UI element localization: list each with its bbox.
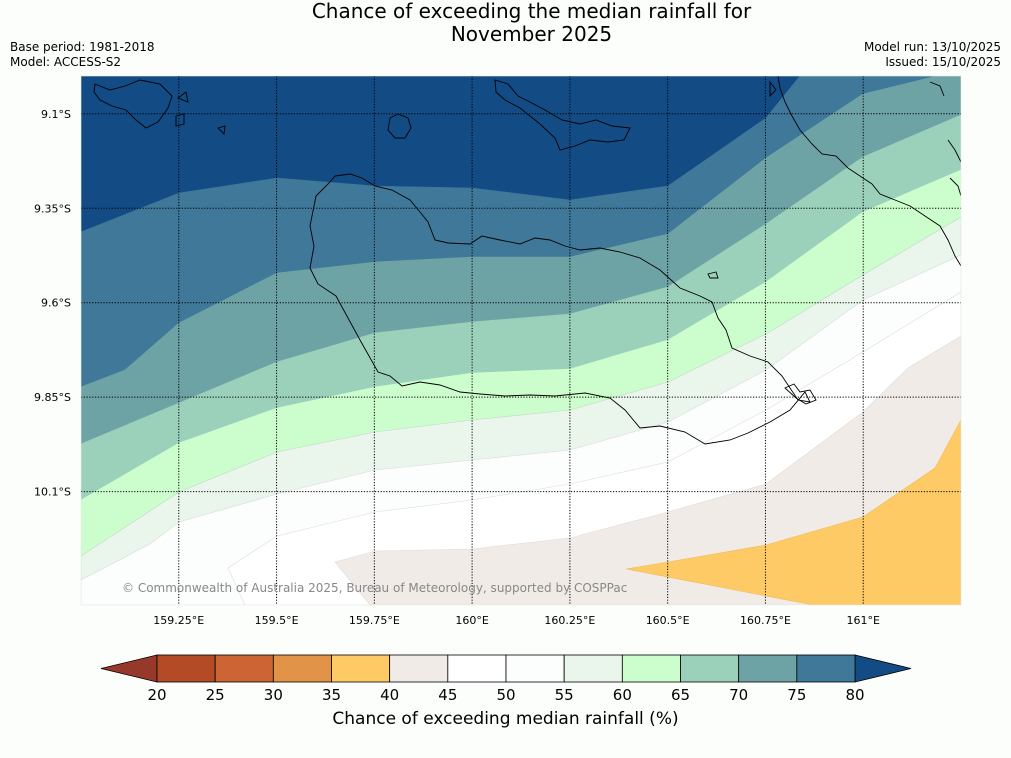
colorbar-tick-label: 70 <box>729 686 748 700</box>
lon-tick-label: 159.75°E <box>349 614 400 627</box>
copyright-notice: © Commonwealth of Australia 2025, Bureau… <box>122 581 627 595</box>
russell-islands <box>93 79 226 135</box>
savo-island <box>387 113 412 139</box>
map-title: Chance of exceeding the median rainfall … <box>0 0 1011 46</box>
colorbar-tick-label: 75 <box>787 686 806 700</box>
guadalcanal-coastline <box>309 173 811 445</box>
colorbar-swatch <box>272 654 332 683</box>
latitude-labels: 9.1°S 9.35°S 9.6°S 9.85°S 10.1°S <box>34 108 71 499</box>
colorbar-swatch <box>447 654 507 683</box>
colorbar-title: Chance of exceeding median rainfall (%) <box>332 709 679 729</box>
meta-left: Base period: 1981-2018 Model: ACCESS-S2 <box>10 40 155 70</box>
lat-tick-label: 9.35°S <box>34 202 71 215</box>
colorbar-swatch <box>680 654 740 683</box>
title-line-2: November 2025 <box>450 22 613 46</box>
colorbar-swatch <box>796 654 856 683</box>
coastlines <box>93 76 961 445</box>
marau-islets <box>707 271 817 405</box>
map-frame <box>80 75 962 606</box>
colorbar-swatch <box>389 654 449 683</box>
lon-tick-label: 161°E <box>846 614 879 627</box>
colorbar-under-extension <box>100 654 158 683</box>
colorbar-tick-label: 20 <box>147 686 166 700</box>
colorbar-tick-label: 60 <box>613 686 632 700</box>
colorbar-tick-label: 30 <box>264 686 283 700</box>
lat-tick-label: 10.1°S <box>34 486 71 499</box>
colorbar-swatch <box>563 654 623 683</box>
colorbar-swatch <box>214 654 274 683</box>
lon-tick-label: 160.5°E <box>646 614 690 627</box>
colorbar-swatch <box>331 654 391 683</box>
colorbar-swatch <box>156 654 216 683</box>
lon-tick-label: 159.25°E <box>153 614 204 627</box>
title-line-1: Chance of exceeding the median rainfall … <box>311 0 752 23</box>
colorbar-tick-label: 25 <box>206 686 225 700</box>
model-run: Model run: 13/10/2025 <box>863 40 1001 54</box>
colorbar-tick-label: 35 <box>322 686 341 700</box>
lon-tick-label: 160.75°E <box>740 614 791 627</box>
lon-tick-label: 159.5°E <box>255 614 299 627</box>
colorbar-tick-label: 50 <box>496 686 515 700</box>
colorbar-tick-label: 65 <box>671 686 690 700</box>
longitude-labels: 159.25°E 159.5°E 159.75°E 160°E 160.25°E 160.… <box>153 614 880 627</box>
lat-tick-label: 9.1°S <box>41 108 71 121</box>
malaita-coastline <box>777 76 961 267</box>
lat-tick-label: 9.6°S <box>41 297 71 310</box>
lon-tick-label: 160.25°E <box>544 614 595 627</box>
band-30-35 <box>625 419 961 605</box>
probability-bands <box>81 76 961 605</box>
colorbar-tick-label: 40 <box>380 686 399 700</box>
colorbar-tick-label: 55 <box>555 686 574 700</box>
rainfall-map: © Commonwealth of Australia 2025, Bureau… <box>34 75 962 700</box>
colorbar: 20 25 30 35 40 45 50 55 60 65 70 75 80 <box>100 654 912 700</box>
colorbar-tick-label: 45 <box>438 686 457 700</box>
model-name: Model: ACCESS-S2 <box>10 55 122 69</box>
issued-date: Issued: 15/10/2025 <box>885 55 1001 69</box>
colorbar-swatch <box>505 654 565 683</box>
colorbar-swatch <box>621 654 681 683</box>
lon-tick-label: 160°E <box>455 614 488 627</box>
lat-tick-label: 9.85°S <box>34 391 71 404</box>
colorbar-tick-label: 80 <box>845 686 864 700</box>
colorbar-swatch <box>738 654 798 683</box>
graticule <box>81 76 961 605</box>
meta-right: Model run: 13/10/2025 Issued: 15/10/2025 <box>864 40 1001 70</box>
colorbar-over-extension <box>854 654 912 683</box>
base-period: Base period: 1981-2018 <box>10 40 155 54</box>
